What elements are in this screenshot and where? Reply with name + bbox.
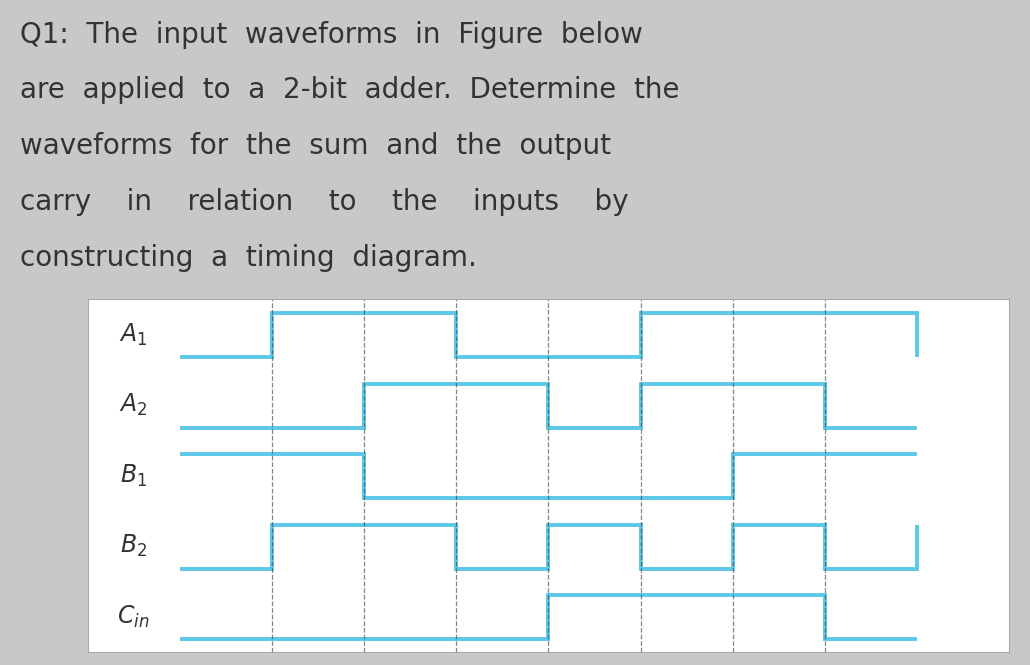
Text: Q1:  The  input  waveforms  in  Figure  below: Q1: The input waveforms in Figure below — [21, 21, 644, 49]
Text: waveforms  for  the  sum  and  the  output: waveforms for the sum and the output — [21, 132, 612, 160]
Text: $A_1$: $A_1$ — [119, 321, 147, 348]
Text: $B_2$: $B_2$ — [121, 533, 147, 559]
Text: constructing  a  timing  diagram.: constructing a timing diagram. — [21, 244, 477, 272]
Text: are  applied  to  a  2-bit  adder.  Determine  the: are applied to a 2-bit adder. Determine … — [21, 76, 680, 104]
Text: carry    in    relation    to    the    inputs    by: carry in relation to the inputs by — [21, 188, 629, 216]
Text: $A_2$: $A_2$ — [119, 392, 147, 418]
Text: $C_{in}$: $C_{in}$ — [117, 603, 149, 630]
Text: $B_1$: $B_1$ — [121, 462, 147, 489]
